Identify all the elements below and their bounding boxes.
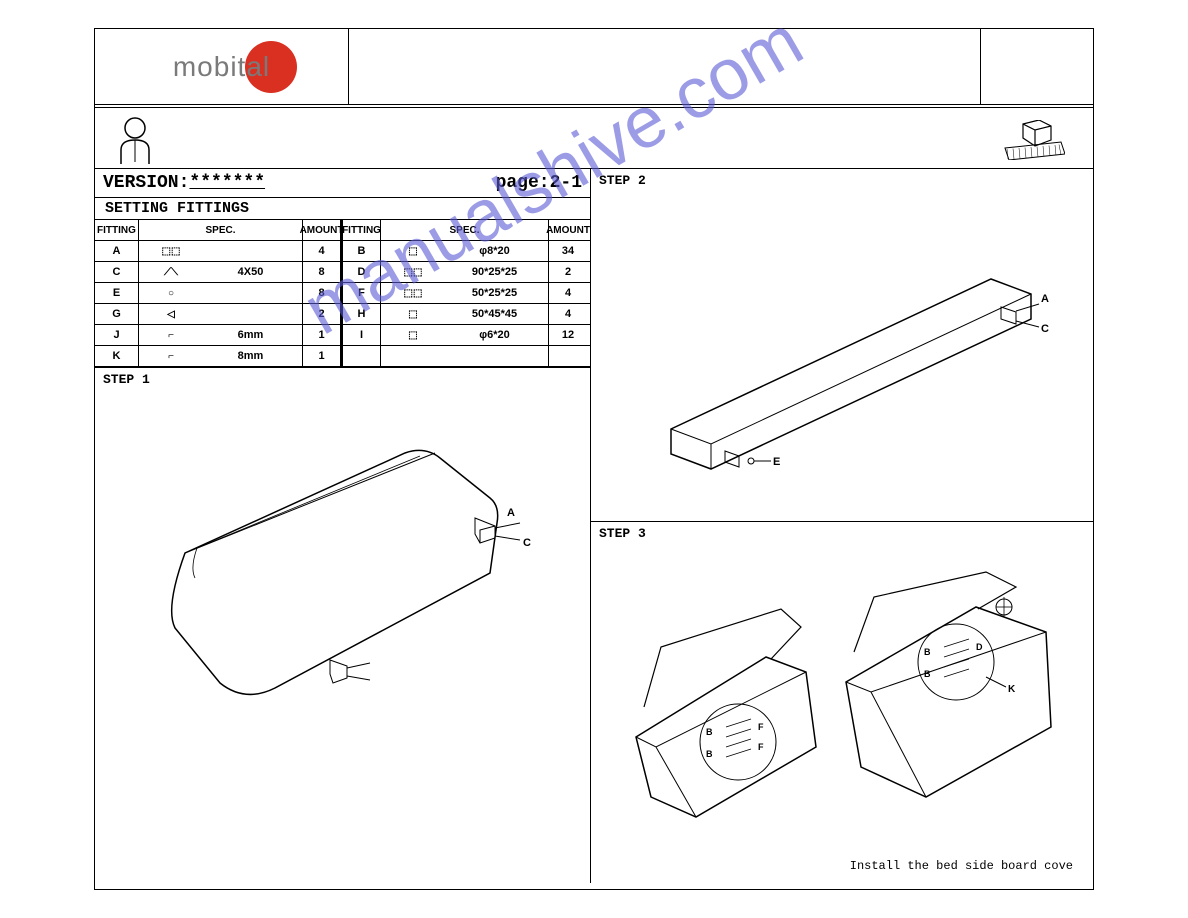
col-amount: AMOUNT — [303, 220, 341, 240]
step-3-label: STEP 3 — [599, 526, 1085, 541]
logo-text: mobital — [173, 51, 270, 83]
step-2-label: STEP 2 — [599, 173, 1085, 188]
table-row: E○8F⬚⬚50*25*254 — [95, 283, 590, 304]
fitting-id: H — [341, 304, 381, 324]
table-row: C⟋⟍4X508D⬚⬚90*25*252 — [95, 262, 590, 283]
fittings-header: SETTING FITTINGS — [95, 197, 590, 219]
svg-text:F: F — [758, 742, 764, 752]
svg-text:C: C — [1041, 323, 1049, 335]
fitting-id: F — [341, 283, 381, 303]
table-header-row: FITTING SPEC. AMOUNT FITTING SPEC. AMOUN… — [95, 220, 590, 241]
svg-text:B: B — [706, 749, 713, 759]
content-grid: VERSION:******* page:2-1 SETTING FITTING… — [95, 169, 1093, 883]
col-amount2: AMOUNT — [549, 220, 587, 240]
step-2-diagram: A C E — [621, 199, 1061, 499]
svg-text:K: K — [1008, 684, 1016, 695]
instruction-page: mobital VERSION:******* page:2-1 SETTIN — [94, 28, 1094, 890]
table-row: A⬚⬚4B⬚φ8*2034 — [95, 241, 590, 262]
fitting-spec: ⬚50*45*45 — [381, 304, 549, 324]
person-icon — [113, 116, 157, 164]
svg-text:A: A — [1041, 293, 1049, 305]
logo-cell: mobital — [95, 29, 349, 104]
step-1-label: STEP 1 — [103, 372, 582, 387]
svg-text:B: B — [924, 669, 931, 679]
table-row: J⌐6mm1I⬚φ6*2012 — [95, 325, 590, 346]
step-1-diagram: A C — [135, 398, 555, 728]
version-bar: VERSION:******* page:2-1 — [95, 169, 590, 197]
fitting-amount: 2 — [549, 262, 587, 282]
fitting-amount: 12 — [549, 325, 587, 345]
table-row: G◁2H⬚50*45*454 — [95, 304, 590, 325]
fitting-amount: 4 — [549, 283, 587, 303]
svg-text:B: B — [706, 727, 713, 737]
fitting-spec: ⬚⬚50*25*25 — [381, 283, 549, 303]
fitting-id: B — [341, 241, 381, 261]
page-label: page:2-1 — [496, 173, 582, 193]
fitting-spec: ⌐8mm — [139, 346, 303, 366]
fitting-spec: ⟋⟍4X50 — [139, 262, 303, 282]
col-spec: SPEC. — [139, 220, 303, 240]
col-spec2: SPEC. — [381, 220, 549, 240]
fitting-id: A — [95, 241, 139, 261]
fitting-spec: ⬚φ6*20 — [381, 325, 549, 345]
step-3-diagram: B F B F B D B K — [606, 547, 1076, 837]
info-row — [95, 107, 1093, 169]
fitting-spec: ⌐6mm — [139, 325, 303, 345]
svg-text:A: A — [507, 507, 515, 519]
fitting-amount: 8 — [303, 262, 341, 282]
step-2-panel: STEP 2 A C E — [591, 169, 1093, 521]
fitting-id: J — [95, 325, 139, 345]
svg-text:C: C — [523, 537, 531, 549]
box-on-rug-icon — [1001, 120, 1065, 160]
svg-text:F: F — [758, 722, 764, 732]
fitting-id: K — [95, 346, 139, 366]
header-mid — [349, 29, 981, 104]
version-label: VERSION:******* — [103, 173, 265, 193]
fitting-spec: ⬚⬚90*25*25 — [381, 262, 549, 282]
svg-text:B: B — [924, 647, 931, 657]
fittings-table: FITTING SPEC. AMOUNT FITTING SPEC. AMOUN… — [95, 219, 590, 367]
fitting-amount — [549, 346, 587, 366]
step-3-caption: Install the bed side board cove — [850, 859, 1073, 873]
fitting-id — [341, 346, 381, 366]
fitting-id: D — [341, 262, 381, 282]
col-fitting: FITTING — [95, 220, 139, 240]
right-column: STEP 2 A C E STEP 3 — [591, 169, 1093, 883]
fitting-spec — [381, 346, 549, 366]
fitting-amount: 34 — [549, 241, 587, 261]
left-column: VERSION:******* page:2-1 SETTING FITTING… — [95, 169, 591, 883]
fitting-id: G — [95, 304, 139, 324]
svg-text:E: E — [773, 456, 780, 468]
fitting-spec: ⬚⬚ — [139, 241, 303, 261]
header-row: mobital — [95, 29, 1093, 105]
fitting-spec: ○ — [139, 283, 303, 303]
step-3-panel: STEP 3 B F B F B D — [591, 521, 1093, 883]
fitting-spec: ⬚φ8*20 — [381, 241, 549, 261]
col-fitting2: FITTING — [341, 220, 381, 240]
step-1-panel: STEP 1 A C — [95, 367, 590, 883]
fitting-id: C — [95, 262, 139, 282]
header-right — [981, 29, 1093, 104]
fitting-amount: 1 — [303, 346, 341, 366]
fitting-amount: 4 — [549, 304, 587, 324]
fitting-amount: 8 — [303, 283, 341, 303]
fitting-spec: ◁ — [139, 304, 303, 324]
fitting-amount: 2 — [303, 304, 341, 324]
table-row: K⌐8mm1 — [95, 346, 590, 366]
fitting-id: E — [95, 283, 139, 303]
fitting-amount: 4 — [303, 241, 341, 261]
svg-text:D: D — [976, 642, 983, 652]
fitting-amount: 1 — [303, 325, 341, 345]
fitting-id: I — [341, 325, 381, 345]
